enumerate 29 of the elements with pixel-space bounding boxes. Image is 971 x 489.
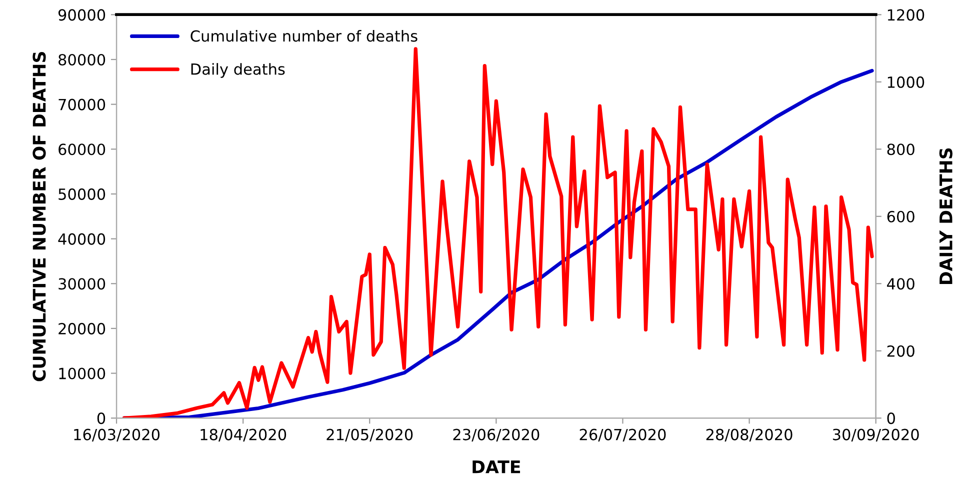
y-tick-label: 10000 xyxy=(59,368,106,380)
y2-tick-label: 800 xyxy=(887,144,914,156)
y-tick-label: 40000 xyxy=(58,233,106,245)
y2-tick-label: 1000 xyxy=(888,76,924,88)
legend-label: Cumulative number of deaths xyxy=(190,30,418,42)
y2-tick-label: 600 xyxy=(887,210,914,222)
y-tick-label: 50000 xyxy=(58,188,106,200)
y2-tick-label: 0 xyxy=(887,412,895,424)
y2-tick-label: 1200 xyxy=(888,9,924,21)
x-axis-title: DATE xyxy=(472,460,520,474)
y-tick-label: 20000 xyxy=(58,322,106,334)
y-tick-label: 30000 xyxy=(58,278,106,290)
x-tick-label: 23/06/2020 xyxy=(453,428,540,442)
y2-tick-label: 200 xyxy=(887,345,914,357)
y-tick-label: 60000 xyxy=(58,144,106,156)
x-tick-label: 21/05/2020 xyxy=(326,428,413,442)
y2-tick-label: 400 xyxy=(887,278,914,290)
y-tick-label: 70000 xyxy=(58,98,106,110)
y2-axis-title: DAILY DEATHS xyxy=(939,148,952,284)
y-tick-label: 90000 xyxy=(58,9,106,21)
x-tick-label: 18/04/2020 xyxy=(200,428,286,442)
x-tick-label: 28/08/2020 xyxy=(706,428,792,442)
x-tick-label: 30/09/2020 xyxy=(832,428,919,442)
y-tick-label: 0 xyxy=(97,412,106,424)
y-tick-label: 80000 xyxy=(58,54,106,66)
y-axis-title: CUMULATIVE NUMBER OF DEATHS xyxy=(32,52,46,382)
x-tick-label: 26/07/2020 xyxy=(580,428,666,442)
legend-label: Daily deaths xyxy=(191,63,285,78)
x-tick-label: 16/03/2020 xyxy=(74,428,160,442)
